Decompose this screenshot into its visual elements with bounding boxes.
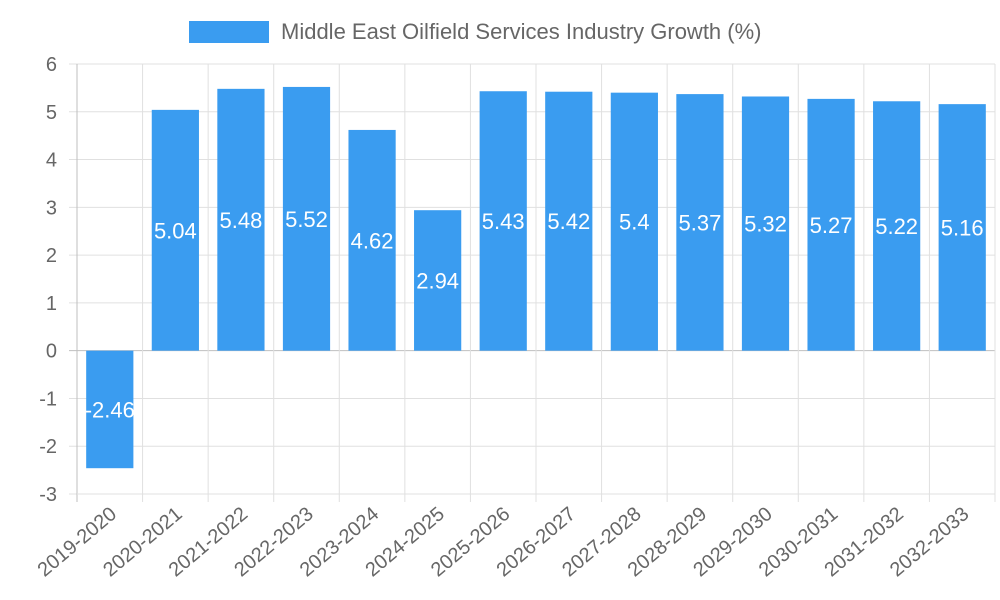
bar-value-label: 5.37: [679, 210, 722, 235]
bar: [348, 129, 396, 351]
bar: [873, 101, 921, 351]
grid: [69, 63, 996, 502]
bar: [676, 94, 724, 351]
bar-value-label: 5.4: [619, 210, 650, 235]
bar-value-label: 5.48: [220, 208, 263, 233]
bar-value-label: 5.04: [154, 218, 197, 243]
bar: [741, 96, 790, 351]
y-tick-label: -1: [39, 388, 57, 410]
bar-value-label: 5.22: [875, 214, 918, 239]
bar-value-label: 5.52: [285, 207, 328, 232]
bar-value-label: 5.16: [941, 215, 984, 240]
bar: [479, 91, 527, 351]
legend: Middle East Oilfield Services Industry G…: [189, 19, 762, 44]
bars: [86, 86, 986, 469]
y-tick-label: 4: [46, 150, 57, 172]
bar: [938, 104, 986, 351]
y-tick-label: 1: [46, 293, 57, 315]
bar: [282, 86, 331, 351]
y-tick-label: 2: [46, 245, 57, 267]
y-tick-label: 0: [46, 341, 57, 363]
legend-label: Middle East Oilfield Services Industry G…: [281, 19, 762, 44]
bar: [151, 109, 199, 351]
y-tick-label: -3: [39, 484, 57, 506]
bar-value-label: 2.94: [416, 268, 459, 293]
bar: [86, 350, 134, 469]
bar-value-label: 4.62: [351, 228, 394, 253]
x-axis-ticks: 2019-20202020-20212021-20222022-20232023…: [34, 503, 974, 581]
y-tick-label: 5: [46, 102, 57, 124]
y-tick-label: 3: [46, 197, 57, 219]
bar: [545, 91, 593, 351]
bar-value-label: -2.46: [85, 397, 135, 422]
bar-value-label: 5.32: [744, 212, 787, 237]
bar: [414, 210, 462, 351]
bar: [610, 92, 658, 351]
legend-swatch: [189, 21, 269, 43]
bar: [807, 98, 855, 351]
bar-value-label: 5.43: [482, 209, 525, 234]
bar-value-label: 5.42: [547, 209, 590, 234]
y-axis-ticks: -3 -2 -1 0 1 2 3 4 5 6: [39, 54, 57, 506]
bar-value-label: 5.27: [810, 213, 853, 238]
y-tick-label: 6: [46, 54, 57, 76]
data-labels: -2.46 5.04 5.48 5.52 4.62 2.94 5.43 5.42 5.4 5.37…: [85, 207, 984, 423]
bar: [217, 88, 265, 351]
y-tick-label: -2: [39, 436, 57, 458]
